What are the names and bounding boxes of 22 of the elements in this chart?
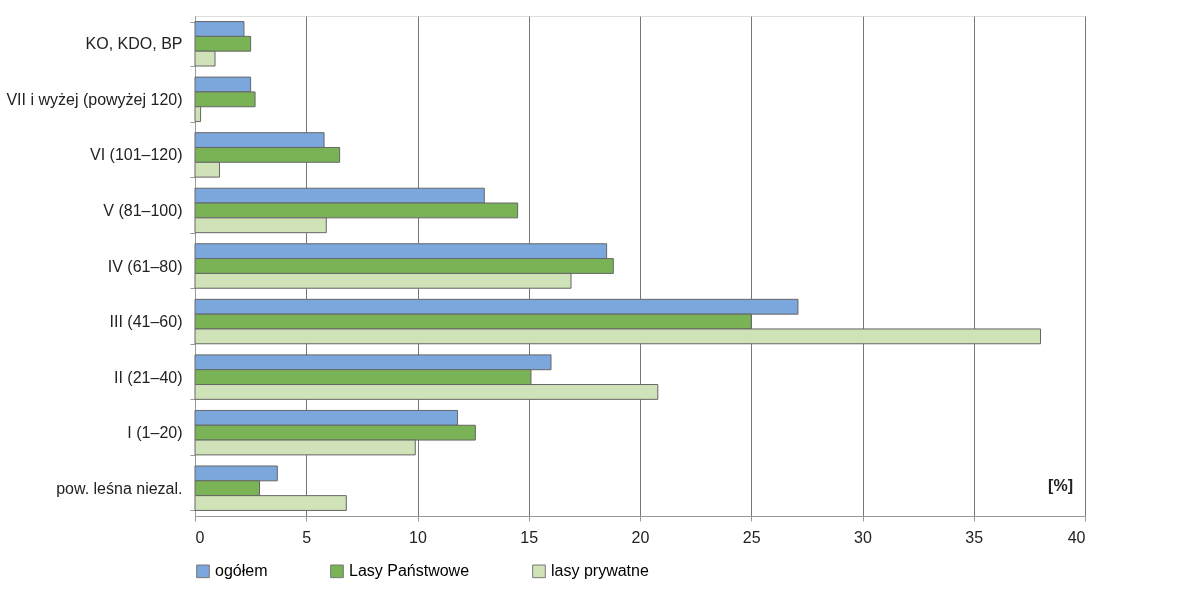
x-tick-label: 35 — [965, 528, 984, 546]
y-tick-label: VII i wyżej (powyżej 120) — [6, 90, 183, 108]
x-tick-label: 10 — [409, 528, 427, 546]
x-tick-label: 40 — [1067, 528, 1086, 546]
x-tick-label: 0 — [195, 528, 205, 546]
y-tick-label: IV (61–80) — [107, 257, 183, 275]
x-tick-label: 5 — [302, 528, 312, 546]
legend-label: ogółem — [215, 562, 268, 580]
y-tick-label: VI (101–120) — [89, 146, 183, 164]
y-tick-label: pow. leśna niezal. — [56, 479, 183, 497]
y-tick-label: KO, KDO, BP — [85, 35, 183, 53]
x-tick-label: 15 — [520, 528, 539, 546]
y-tick-label: I (1–20) — [127, 424, 183, 442]
x-tick-label: 25 — [742, 528, 761, 546]
annotation: [%] — [1048, 477, 1073, 494]
legend-label: lasy prywatne — [551, 562, 649, 580]
legend-label: Lasy Państwowe — [349, 562, 470, 580]
y-tick-label: II (21–40) — [114, 368, 183, 386]
x-tick-label: 20 — [631, 528, 650, 546]
y-tick-label: V (81–100) — [103, 201, 183, 219]
y-tick-label: III (41–60) — [109, 313, 183, 331]
x-tick-label: 30 — [854, 528, 872, 546]
